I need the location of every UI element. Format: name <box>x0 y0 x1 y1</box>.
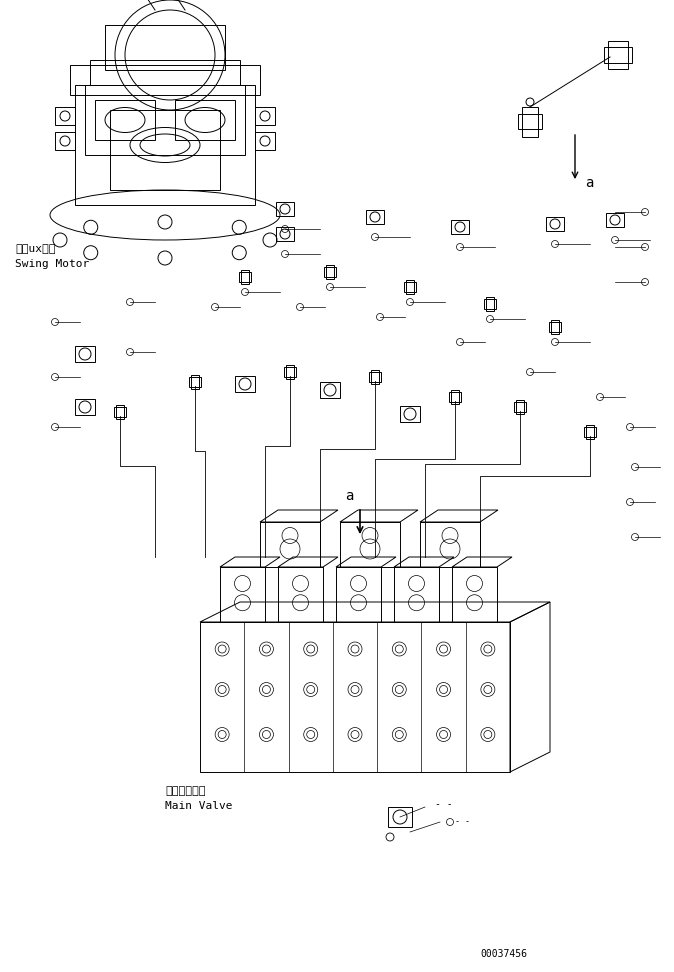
Bar <box>116 405 124 419</box>
Bar <box>549 322 561 332</box>
Bar <box>110 110 220 190</box>
Bar <box>516 400 524 414</box>
Bar <box>114 407 126 417</box>
Bar <box>200 622 510 772</box>
Bar <box>90 60 240 85</box>
Bar <box>278 567 323 622</box>
Bar <box>260 522 320 567</box>
Bar <box>55 107 75 125</box>
Bar <box>175 100 235 140</box>
Bar <box>284 367 296 377</box>
Bar <box>320 382 340 398</box>
Bar <box>286 365 294 379</box>
Bar <box>255 107 275 125</box>
Bar <box>326 265 334 279</box>
Bar <box>514 402 526 412</box>
Bar <box>551 320 559 334</box>
Text: 旋回uxータ: 旋回uxータ <box>15 244 55 254</box>
Bar <box>366 210 384 225</box>
Bar <box>546 217 564 231</box>
Bar <box>449 392 461 402</box>
Bar <box>75 85 255 205</box>
Bar <box>406 280 414 294</box>
Text: a: a <box>345 489 353 503</box>
Bar <box>400 406 420 422</box>
Text: a: a <box>585 176 593 190</box>
Bar <box>220 567 265 622</box>
Text: 00037456: 00037456 <box>480 949 527 959</box>
Bar <box>388 808 412 826</box>
Text: Swing Motor: Swing Motor <box>15 259 89 269</box>
Bar <box>371 370 379 384</box>
Bar <box>404 282 416 292</box>
Bar <box>235 376 255 392</box>
Bar <box>522 107 538 137</box>
Bar <box>241 270 249 284</box>
Text: - -: - - <box>455 817 470 826</box>
Bar <box>484 299 496 309</box>
Bar <box>105 25 225 70</box>
Bar <box>324 267 336 277</box>
Bar <box>70 65 260 95</box>
Bar <box>75 346 95 362</box>
Bar <box>189 377 201 387</box>
Text: Main Valve: Main Valve <box>165 801 233 811</box>
Bar <box>606 213 624 227</box>
Bar <box>369 372 381 382</box>
Bar <box>336 567 381 622</box>
Bar <box>276 202 294 216</box>
Text: メインバルブ: メインバルブ <box>165 786 206 796</box>
Bar <box>191 375 199 389</box>
Text: - -: - - <box>435 799 453 809</box>
Bar <box>95 100 155 140</box>
Bar <box>239 272 251 282</box>
Bar <box>340 522 400 567</box>
Bar <box>55 132 75 150</box>
Bar <box>586 425 594 439</box>
Bar <box>394 567 439 622</box>
Bar <box>584 427 596 437</box>
Bar <box>420 522 480 567</box>
Bar <box>486 297 494 311</box>
Bar <box>451 220 469 234</box>
Bar <box>75 399 95 415</box>
Bar <box>451 390 459 404</box>
Bar <box>276 226 294 241</box>
Bar <box>608 41 628 69</box>
Bar <box>255 132 275 150</box>
Bar <box>604 47 632 63</box>
Bar <box>518 114 542 129</box>
Bar <box>85 85 245 155</box>
Bar <box>452 567 497 622</box>
